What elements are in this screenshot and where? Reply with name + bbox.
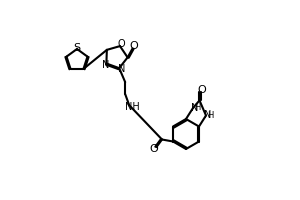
Text: S: S xyxy=(74,43,81,53)
Text: N: N xyxy=(191,103,198,113)
Text: O: O xyxy=(129,41,138,51)
Text: N: N xyxy=(118,64,125,74)
Text: O: O xyxy=(197,85,206,95)
Text: H: H xyxy=(194,104,201,112)
Text: O: O xyxy=(117,39,125,49)
Text: NH: NH xyxy=(125,102,140,112)
Text: O: O xyxy=(149,144,158,154)
Text: N: N xyxy=(102,60,109,70)
Text: N: N xyxy=(204,110,211,120)
Text: H: H xyxy=(207,111,214,120)
